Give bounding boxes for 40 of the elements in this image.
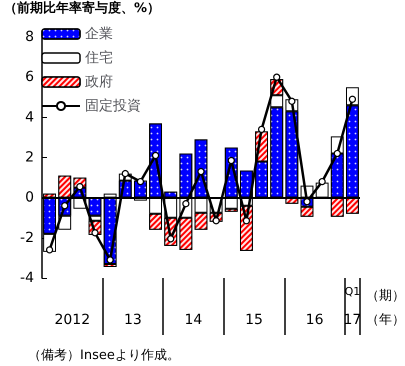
text: （備考）Inseeより作成。 bbox=[28, 348, 180, 363]
legend-label: 住宅 bbox=[84, 50, 113, 66]
point bbox=[182, 200, 190, 208]
y-tick-label: 8 bbox=[25, 29, 34, 45]
point bbox=[46, 246, 54, 254]
y-tick-label: -4 bbox=[20, 270, 34, 286]
y-tick-label: 4 bbox=[25, 109, 34, 126]
y-tick-label: 0 bbox=[25, 190, 34, 206]
point bbox=[197, 168, 205, 176]
y-axis-title: （前期比年率寄与度、%） bbox=[4, 0, 160, 16]
text: 2012 bbox=[54, 312, 90, 328]
point bbox=[228, 156, 235, 164]
point bbox=[303, 198, 311, 206]
point bbox=[334, 150, 341, 158]
y-tick-label: -2 bbox=[20, 230, 34, 246]
legend-label: 固定投資 bbox=[85, 98, 141, 114]
y-tick-label: 2 bbox=[25, 150, 34, 166]
point bbox=[152, 152, 160, 160]
point bbox=[91, 229, 99, 236]
text: 16 bbox=[306, 312, 324, 328]
point bbox=[258, 126, 266, 133]
text: （年） bbox=[366, 312, 405, 328]
x-tick-label: Q1 bbox=[344, 285, 360, 298]
point bbox=[122, 170, 129, 178]
point bbox=[288, 98, 296, 105]
point bbox=[167, 235, 174, 242]
point bbox=[318, 178, 326, 186]
legend-label: 企業 bbox=[85, 26, 113, 42]
text: （期） bbox=[366, 288, 405, 304]
legend-label: 政府 bbox=[85, 74, 113, 90]
text: 15 bbox=[245, 312, 263, 328]
text: 13 bbox=[124, 312, 142, 328]
point bbox=[242, 217, 250, 224]
point bbox=[136, 178, 144, 186]
point bbox=[273, 74, 280, 81]
point bbox=[76, 183, 84, 190]
point bbox=[106, 256, 114, 264]
text: 14 bbox=[184, 312, 202, 328]
y-tick-label: 6 bbox=[25, 69, 34, 86]
text: 17 bbox=[344, 312, 362, 328]
